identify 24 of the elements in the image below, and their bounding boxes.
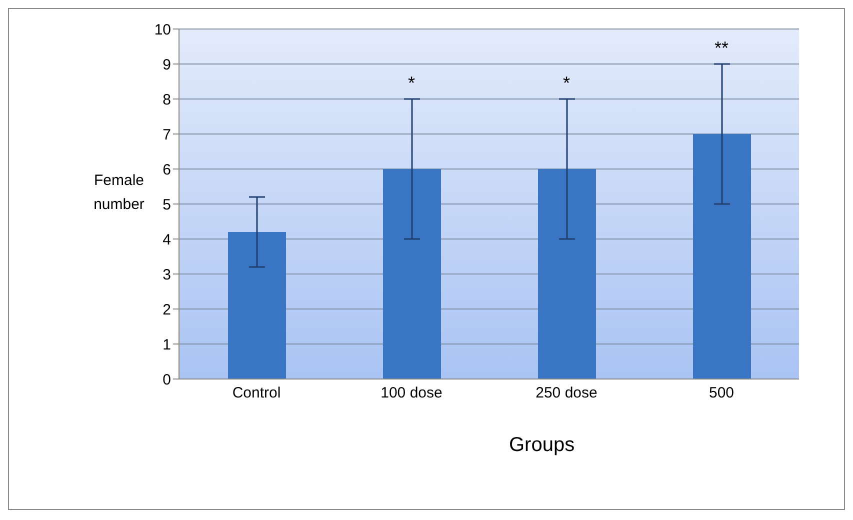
x-tick-label: 250 dose	[536, 384, 598, 402]
bar	[228, 232, 286, 379]
y-tick-label: 9	[162, 56, 171, 74]
annotation: *	[562, 73, 570, 93]
y-tick-label: 4	[162, 231, 171, 248]
annotation: **	[714, 38, 729, 58]
y-tick-label: 7	[162, 126, 171, 144]
y-tick-label: 6	[162, 161, 171, 178]
x-tick-label: 100 dose	[380, 384, 442, 402]
x-tick-label: 500	[708, 384, 734, 402]
y-tick-label: 8	[162, 91, 171, 108]
y-tick-label: 1	[162, 336, 171, 354]
y-tick-label: 3	[162, 266, 171, 284]
y-tick-label: 2	[162, 301, 171, 318]
y-tick-label: 5	[162, 196, 171, 214]
bar	[538, 169, 596, 379]
y-tick-label: 10	[154, 21, 171, 38]
annotation: *	[408, 73, 416, 93]
bar	[693, 134, 751, 379]
x-tick-label: Control	[232, 384, 281, 402]
bar	[383, 169, 441, 379]
y-axis-title: Female number	[92, 171, 146, 215]
y-tick-label: 0	[162, 371, 171, 388]
x-axis-title: Groups	[509, 434, 575, 457]
